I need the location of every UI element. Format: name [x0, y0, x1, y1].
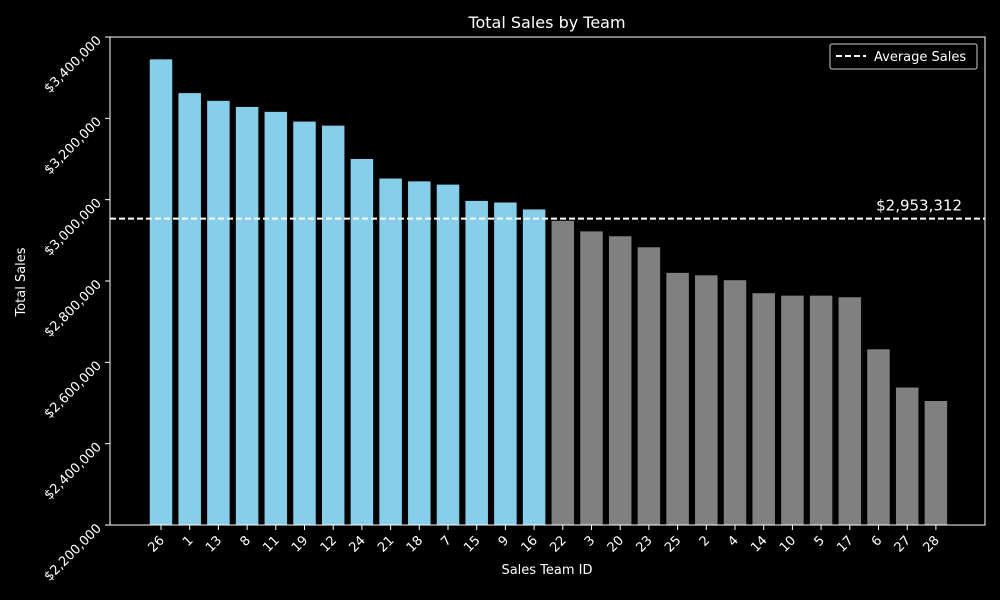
bar-team-15: [465, 200, 488, 525]
bar-team-21: [379, 178, 402, 525]
x-tick-label: 19: [289, 533, 311, 555]
y-tick-label: $2,600,000: [42, 359, 105, 422]
bar-team-3: [580, 231, 603, 525]
x-tick-label: 22: [547, 533, 569, 555]
x-tick-label: 12: [318, 533, 340, 555]
x-tick-label: 17: [834, 533, 856, 555]
plot-frame: [109, 36, 986, 526]
x-tick-label: 21: [375, 533, 397, 555]
y-tick-label: $2,800,000: [42, 277, 105, 340]
bar-team-25: [666, 272, 689, 525]
y-axis-label: Total Sales: [14, 247, 29, 317]
bar-team-19: [293, 121, 316, 525]
x-tick-label: 28: [920, 533, 942, 555]
x-tick-label: 2: [697, 533, 713, 549]
x-tick-label: 18: [404, 533, 426, 555]
bar-team-16: [522, 209, 546, 525]
bar-team-27: [895, 387, 919, 525]
average-sales-label: $2,953,312: [876, 197, 962, 215]
bar-team-9: [494, 202, 517, 525]
x-tick-label: 6: [869, 533, 885, 549]
x-tick-label: 26: [146, 533, 168, 555]
x-tick-label: 7: [438, 533, 454, 549]
x-tick-label: 5: [811, 533, 827, 549]
bar-team-8: [235, 106, 259, 525]
x-tick-label: 11: [260, 533, 282, 555]
x-tick-label: 23: [633, 533, 655, 555]
bar-team-7: [436, 184, 460, 525]
bar-team-23: [637, 247, 661, 525]
x-axis: 26 1 13 8 11 19 12 24 21 18 7 15 9 16 22 3 20 23 25 2 4 14 10 5…: [146, 525, 943, 556]
x-tick-label: 1: [180, 533, 196, 549]
x-tick-label: 16: [519, 533, 541, 555]
bar-team-18: [408, 181, 431, 525]
x-tick-label: 27: [892, 533, 914, 555]
bar-team-28: [924, 400, 948, 525]
y-tick-label: $3,000,000: [42, 196, 105, 259]
legend: Average Sales: [829, 43, 978, 70]
x-axis-label: Sales Team ID: [501, 563, 592, 578]
y-tick-label: $2,400,000: [42, 440, 105, 503]
bar-team-4: [723, 280, 747, 525]
x-tick-label: 24: [346, 533, 368, 555]
legend-box: [829, 43, 978, 70]
chart-title: Total Sales by Team: [467, 13, 625, 32]
x-tick-label: 25: [662, 533, 684, 555]
bar-team-17: [838, 297, 862, 525]
bar-team-13: [207, 100, 230, 525]
bar-team-1: [178, 93, 201, 526]
bar-team-24: [350, 159, 374, 525]
legend-average-label: Average Sales: [874, 50, 966, 65]
bar-team-5: [809, 295, 833, 525]
x-tick-label: 9: [496, 533, 512, 549]
x-tick-label: 8: [237, 533, 253, 549]
bar-team-12: [321, 125, 345, 526]
x-tick-label: 4: [725, 533, 741, 549]
bar-team-10: [781, 295, 804, 525]
bar-team-26: [149, 59, 173, 526]
bar-team-2: [695, 275, 718, 525]
bars-group: [149, 59, 948, 526]
bar-team-14: [752, 293, 775, 525]
x-tick-label: 15: [461, 533, 483, 555]
y-tick-label: $2,200,000: [42, 521, 105, 584]
bar-team-11: [264, 111, 288, 525]
y-tick-label: $3,400,000: [42, 33, 105, 96]
y-tick-label: $3,200,000: [42, 115, 105, 178]
y-axis: $2,200,000 $2,400,000 $2,600,000 $2,800,000…: [42, 33, 110, 584]
x-tick-label: 13: [203, 533, 225, 555]
x-tick-label: 14: [748, 533, 770, 555]
x-tick-label: 20: [605, 533, 627, 555]
bar-team-22: [551, 220, 575, 525]
x-tick-label: 10: [777, 533, 799, 555]
bar-team-20: [608, 236, 632, 525]
bar-team-6: [867, 349, 890, 525]
x-tick-label: 3: [582, 533, 598, 549]
